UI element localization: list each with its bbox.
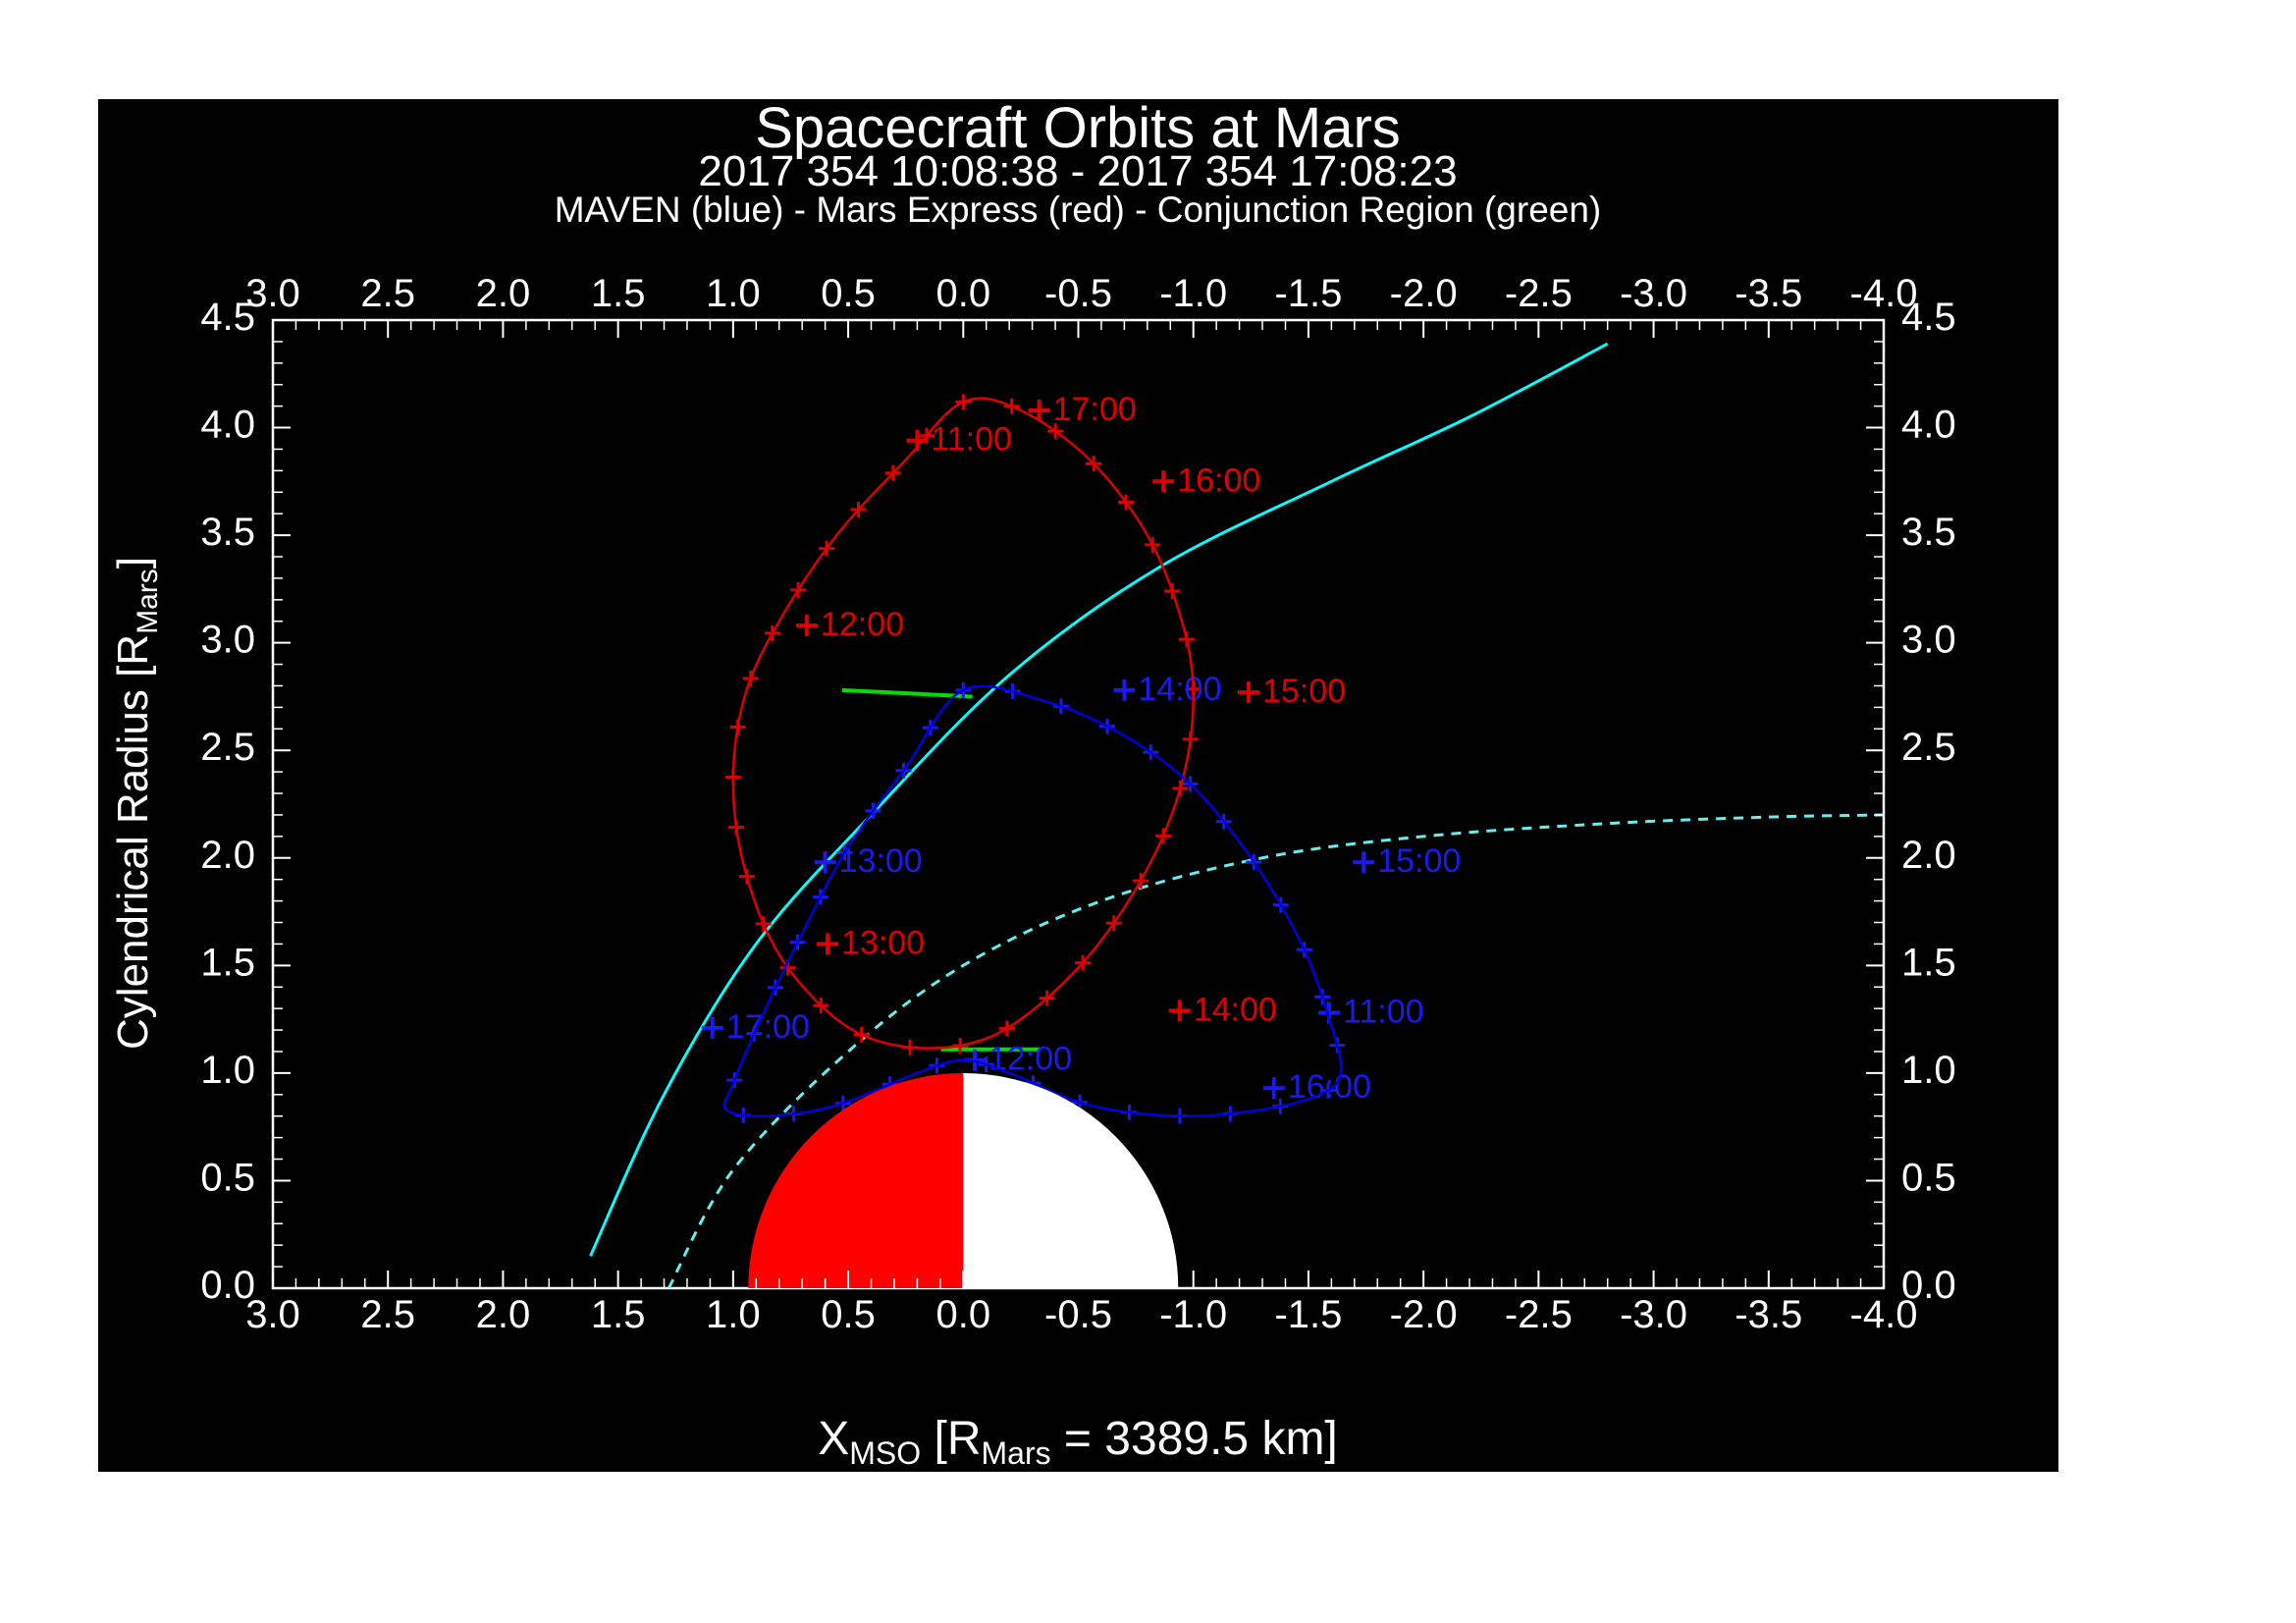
svg-text:14:00: 14:00 <box>1194 991 1277 1028</box>
svg-text:0.5: 0.5 <box>821 272 876 315</box>
svg-text:3.0: 3.0 <box>200 619 255 662</box>
svg-text:0.0: 0.0 <box>200 1264 255 1307</box>
svg-text:1.5: 1.5 <box>1901 941 1956 984</box>
svg-text:-0.5: -0.5 <box>1044 1293 1112 1336</box>
svg-text:-3.5: -3.5 <box>1735 1293 1802 1336</box>
svg-text:13:00: 13:00 <box>839 842 923 880</box>
svg-text:0.0: 0.0 <box>1901 1264 1956 1307</box>
svg-text:16:00: 16:00 <box>1288 1068 1371 1106</box>
svg-text:-3.0: -3.0 <box>1620 272 1687 315</box>
svg-text:1.0: 1.0 <box>706 272 761 315</box>
svg-text:13:00: 13:00 <box>841 924 925 961</box>
svg-text:2.5: 2.5 <box>360 272 415 315</box>
svg-text:-1.0: -1.0 <box>1159 1293 1227 1336</box>
svg-text:2.0: 2.0 <box>476 272 531 315</box>
svg-text:-3.5: -3.5 <box>1735 272 1802 315</box>
svg-text:-1.5: -1.5 <box>1274 272 1342 315</box>
svg-text:11:00: 11:00 <box>931 421 1012 459</box>
svg-text:14:00: 14:00 <box>1138 671 1221 708</box>
svg-text:1.0: 1.0 <box>706 1293 761 1336</box>
svg-text:12:00: 12:00 <box>821 606 904 643</box>
svg-text:4.0: 4.0 <box>1901 404 1956 447</box>
svg-text:4.5: 4.5 <box>1901 296 1956 339</box>
svg-text:-2.0: -2.0 <box>1390 1293 1458 1336</box>
svg-text:2.5: 2.5 <box>200 726 255 769</box>
svg-text:0.0: 0.0 <box>935 1293 990 1336</box>
svg-text:4.0: 4.0 <box>200 404 255 447</box>
svg-text:1.5: 1.5 <box>591 272 646 315</box>
svg-text:3.0: 3.0 <box>1901 619 1956 662</box>
svg-text:15:00: 15:00 <box>1262 673 1346 710</box>
svg-text:16:00: 16:00 <box>1177 461 1260 499</box>
svg-text:2.5: 2.5 <box>1901 726 1956 769</box>
svg-text:0.0: 0.0 <box>935 272 990 315</box>
svg-text:-3.0: -3.0 <box>1620 1293 1687 1336</box>
svg-text:2.5: 2.5 <box>360 1293 415 1336</box>
svg-text:-0.5: -0.5 <box>1044 272 1112 315</box>
svg-text:15:00: 15:00 <box>1377 842 1461 880</box>
svg-text:2.0: 2.0 <box>200 834 255 877</box>
svg-text:-2.5: -2.5 <box>1505 272 1573 315</box>
svg-text:-2.5: -2.5 <box>1505 1293 1573 1336</box>
svg-text:2017 354 10:08:38 - 2017 354 1: 2017 354 10:08:38 - 2017 354 17:08:23 <box>698 147 1457 195</box>
svg-text:1.5: 1.5 <box>200 941 255 984</box>
svg-text:3.5: 3.5 <box>200 511 255 554</box>
svg-text:0.5: 0.5 <box>821 1293 876 1336</box>
svg-text:2.0: 2.0 <box>1901 834 1956 877</box>
svg-text:17:00: 17:00 <box>1053 391 1137 428</box>
svg-text:1.5: 1.5 <box>591 1293 646 1336</box>
svg-text:-1.5: -1.5 <box>1274 1293 1342 1336</box>
svg-text:2.0: 2.0 <box>476 1293 531 1336</box>
svg-text:MAVEN (blue) - Mars Express (r: MAVEN (blue) - Mars Express (red) - Conj… <box>555 189 1602 230</box>
svg-text:11:00: 11:00 <box>1343 994 1424 1031</box>
svg-text:1.0: 1.0 <box>1901 1049 1956 1092</box>
svg-text:1.0: 1.0 <box>200 1049 255 1092</box>
svg-text:-2.0: -2.0 <box>1390 272 1458 315</box>
svg-text:0.5: 0.5 <box>200 1156 255 1199</box>
svg-text:0.5: 0.5 <box>1901 1156 1956 1199</box>
svg-text:-1.0: -1.0 <box>1159 272 1227 315</box>
svg-text:3.5: 3.5 <box>1901 511 1956 554</box>
svg-text:4.5: 4.5 <box>200 296 255 339</box>
svg-text:12:00: 12:00 <box>988 1041 1072 1078</box>
svg-text:17:00: 17:00 <box>726 1008 810 1046</box>
